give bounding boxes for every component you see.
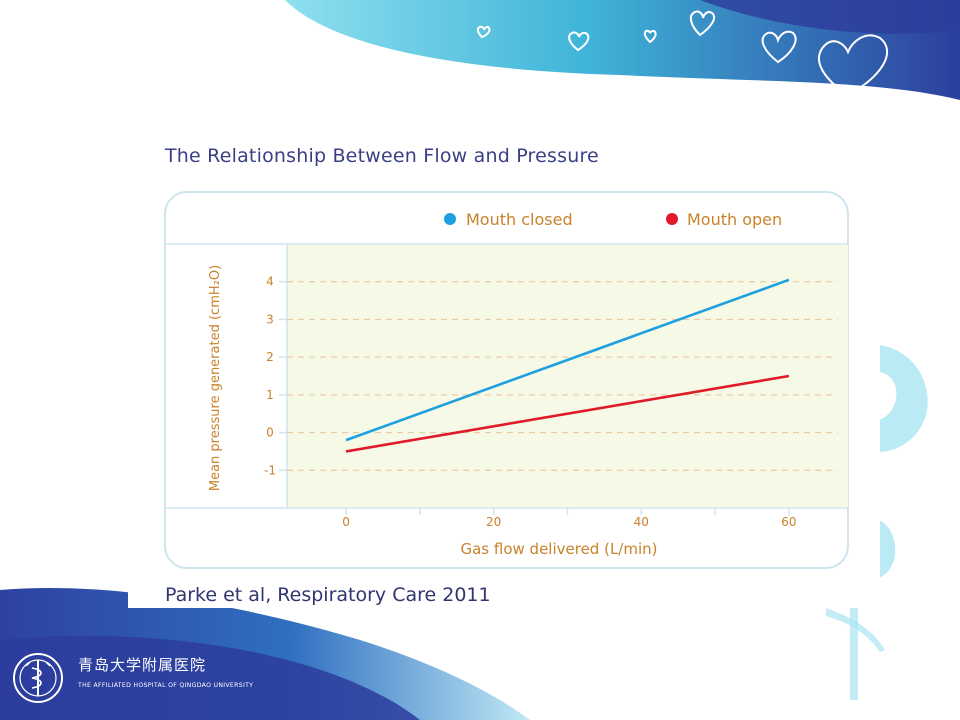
hospital-name-en: THE AFFILIATED HOSPITAL OF QINGDAO UNIVE… (78, 682, 254, 689)
x-tick-label: 40 (634, 515, 649, 529)
y-tick-label: 2 (266, 350, 274, 364)
y-tick-label: 4 (266, 275, 274, 289)
x-axis-label: Gas flow delivered (L/min) (460, 540, 657, 558)
x-tick-label: 20 (486, 515, 501, 529)
legend: Mouth closed Mouth open (444, 210, 782, 229)
y-tick-label: 0 (266, 426, 274, 440)
chart-title: The Relationship Between Flow and Pressu… (165, 145, 599, 167)
hospital-name-cn: 青岛大学附属医院 (78, 656, 207, 674)
x-tick-label: 60 (781, 515, 796, 529)
plot-area (287, 244, 848, 508)
x-tick-label: 0 (342, 515, 350, 529)
y-tick-label: 3 (266, 312, 274, 326)
legend-marker-mouth-open (666, 213, 678, 225)
legend-label-mouth-open: Mouth open (687, 210, 782, 229)
heart-icons (476, 10, 889, 97)
series-line-mouth-closed (345, 278, 790, 442)
hospital-logo: 青岛大学附属医院 THE AFFILIATED HOSPITAL OF QING… (10, 650, 254, 706)
legend-marker-mouth-closed (444, 213, 456, 225)
y-tick-label: 1 (266, 388, 274, 402)
series-line-mouth-open (345, 374, 790, 453)
hospital-emblem-icon (13, 653, 63, 703)
citation-text: Parke et al, Respiratory Care 2011 (165, 584, 491, 606)
legend-label-mouth-closed: Mouth closed (466, 210, 573, 229)
right-arc (878, 345, 928, 452)
y-tick-label: -1 (264, 463, 276, 477)
top-wave (285, 0, 960, 100)
y-axis-label: Mean pressure generated (cmH₂O) (208, 265, 223, 491)
